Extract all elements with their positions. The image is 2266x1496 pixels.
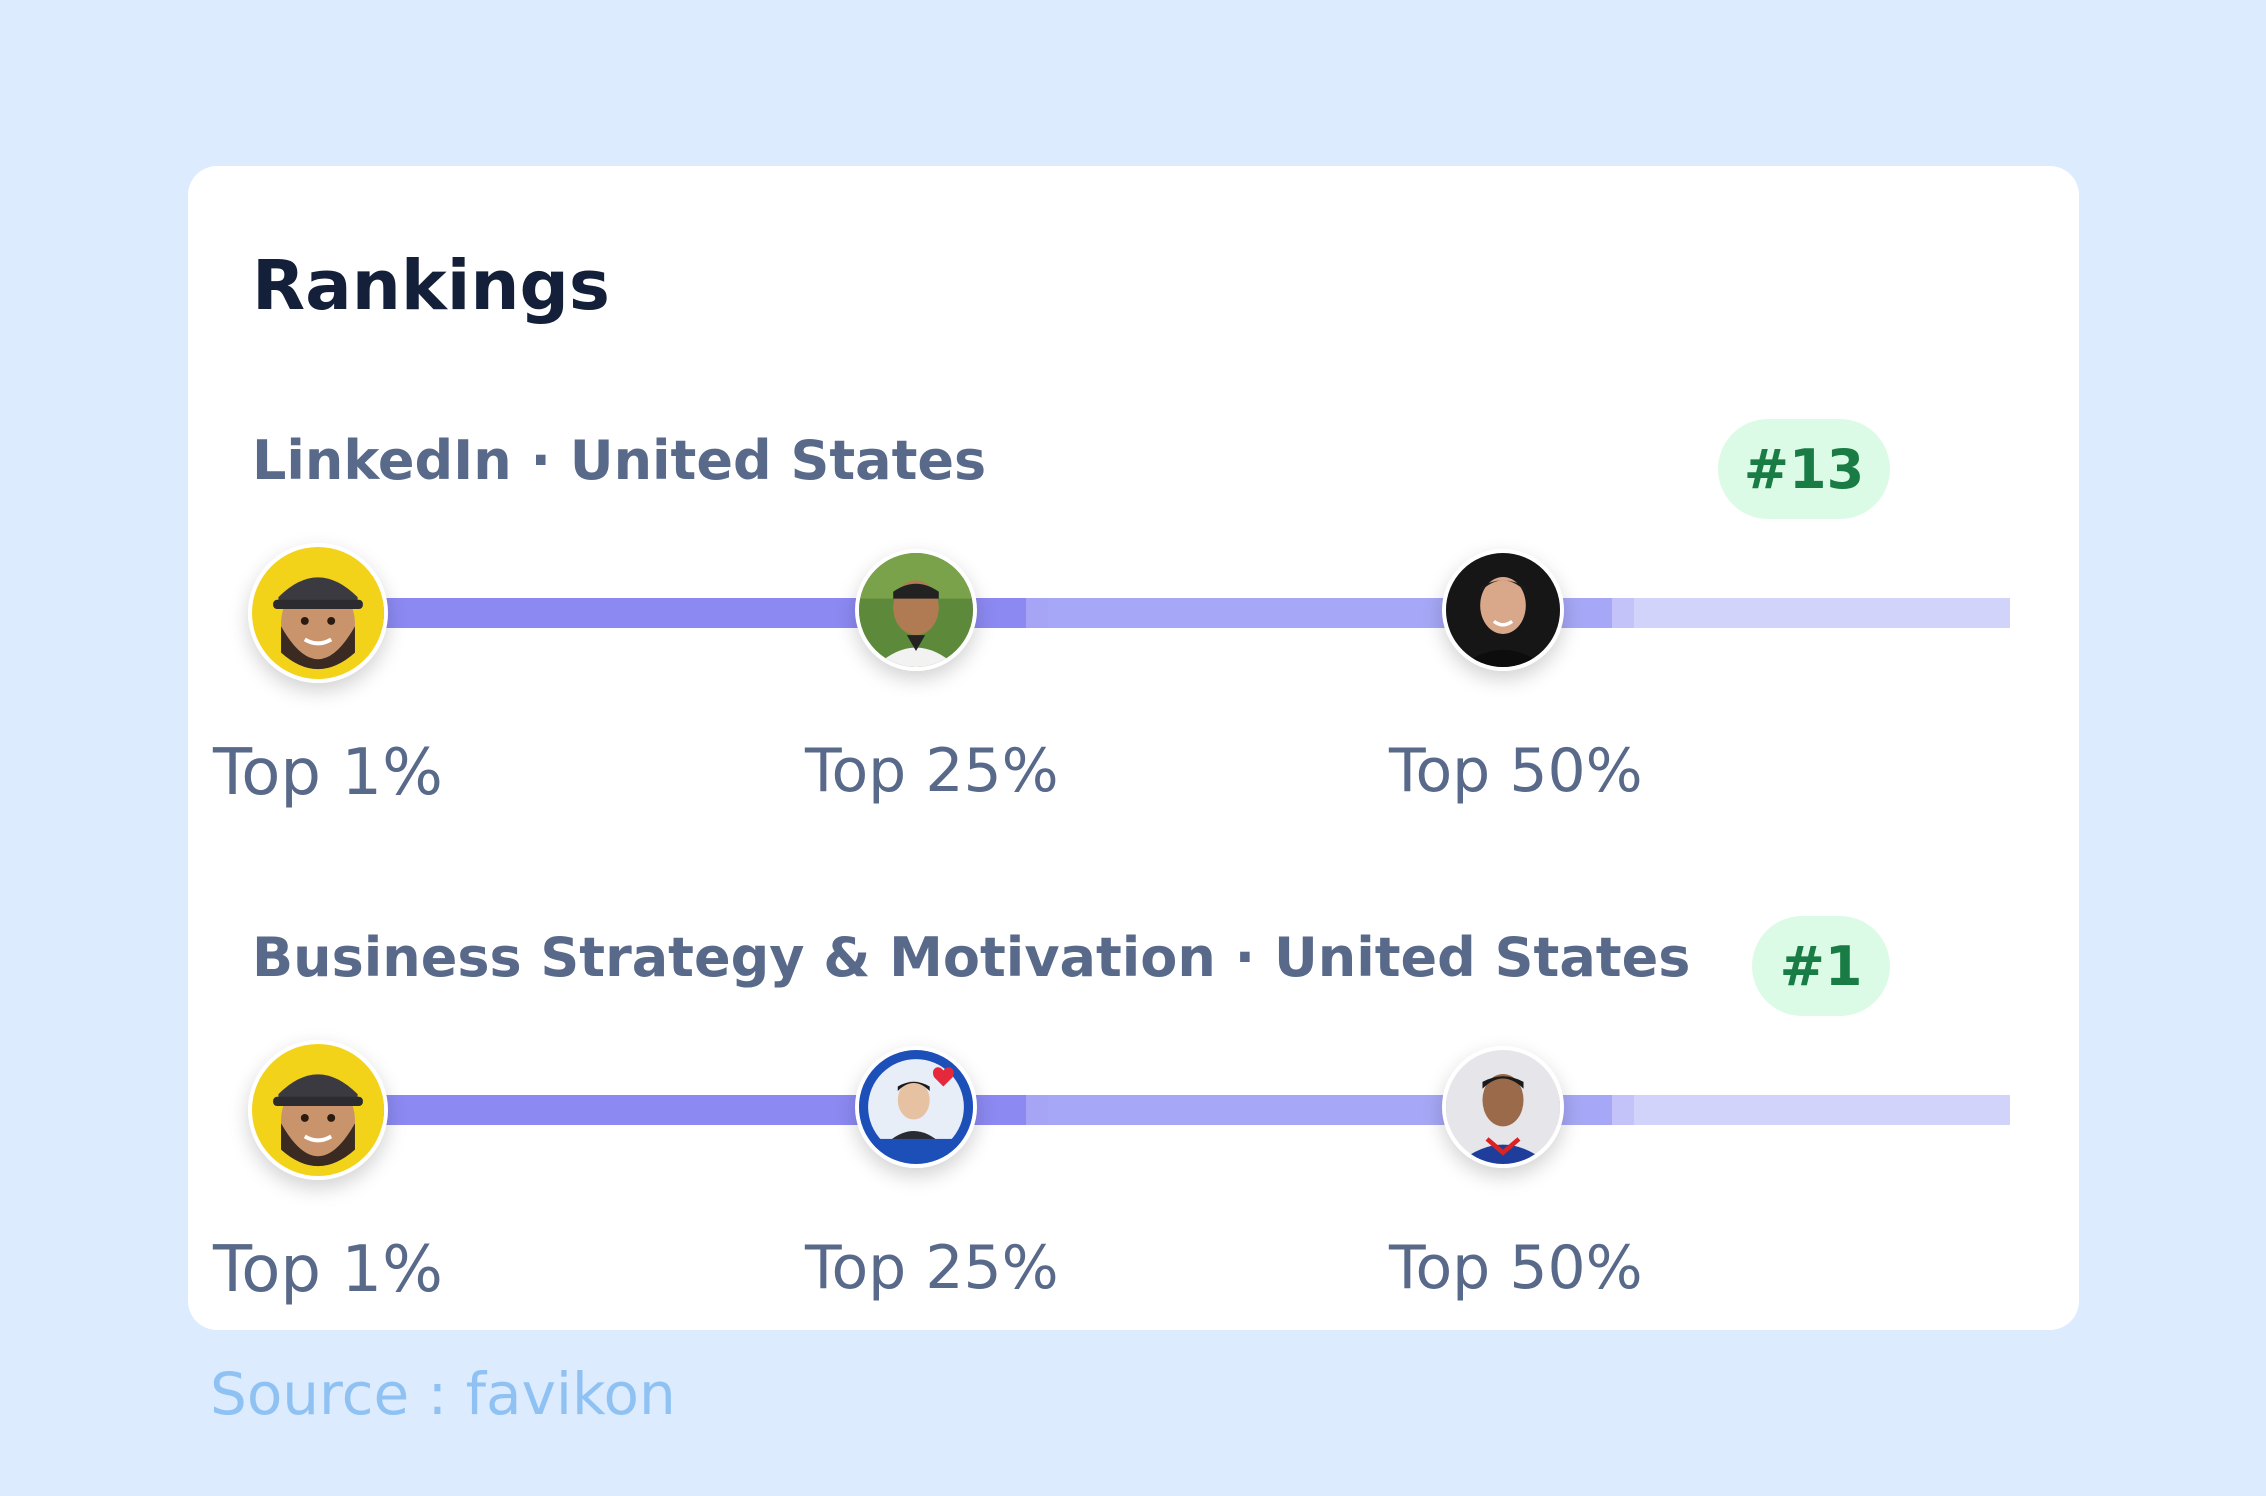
avatar-top50-image xyxy=(1446,553,1560,667)
track-segment-divider xyxy=(1612,598,1634,628)
ranking-label: Business Strategy & Motivation · United … xyxy=(252,926,1691,989)
avatar-top50-image xyxy=(1446,1050,1560,1164)
percentile-track xyxy=(378,1095,2010,1125)
track-segment-divider xyxy=(1612,1095,1634,1125)
avatar-top50[interactable] xyxy=(1442,1046,1564,1168)
tier-label-top50: Top 50% xyxy=(1389,736,1643,806)
avatar-top25[interactable] xyxy=(855,549,977,671)
ranking-section-business-strategy: Business Strategy & Motivation · United … xyxy=(188,916,2079,1336)
avatar-top1[interactable] xyxy=(248,543,388,683)
source-caption: Source : favikon xyxy=(210,1360,676,1428)
avatar-top50[interactable] xyxy=(1442,549,1564,671)
rank-badge: #1 xyxy=(1752,916,1890,1016)
avatar-top1-image xyxy=(252,1044,384,1176)
track-segment-divider xyxy=(1026,1095,1048,1125)
percentile-track xyxy=(378,598,2010,628)
ranking-section-linkedin: LinkedIn · United States #13 xyxy=(188,419,2079,839)
track-segment-divider xyxy=(1026,598,1048,628)
rankings-card: Rankings LinkedIn · United States #13 xyxy=(188,166,2079,1330)
avatar-top25-image xyxy=(859,553,973,667)
rank-badge: #13 xyxy=(1718,419,1890,519)
card-title: Rankings xyxy=(252,246,610,326)
avatar-top1-image xyxy=(252,547,384,679)
ranking-label: LinkedIn · United States xyxy=(252,429,987,492)
tier-label-top25: Top 25% xyxy=(805,736,1059,806)
avatar-top1[interactable] xyxy=(248,1040,388,1180)
avatar-top25[interactable] xyxy=(855,1046,977,1168)
avatar-top25-image xyxy=(859,1050,973,1164)
tier-label-top25: Top 25% xyxy=(805,1233,1059,1303)
tier-label-top1: Top 1% xyxy=(213,1233,443,1307)
track-segment-top50 xyxy=(1634,598,2010,628)
track-segment-top50 xyxy=(1634,1095,2010,1125)
tier-label-top1: Top 1% xyxy=(213,736,443,810)
tier-label-top50: Top 50% xyxy=(1389,1233,1643,1303)
